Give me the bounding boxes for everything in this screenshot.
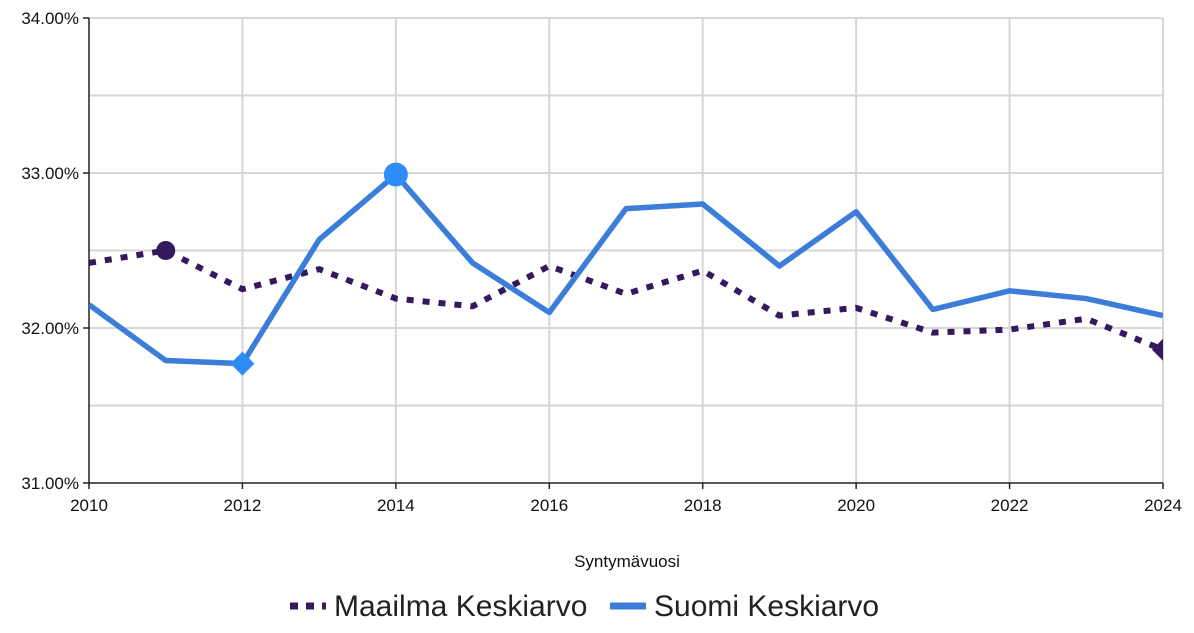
y-axis-ticks: 31.00% 32.00% 33.00% 34.00% — [21, 9, 79, 493]
x-tick-label: 2024 — [1144, 496, 1182, 515]
series-markers — [156, 162, 1163, 376]
legend-label: Maailma Keskiarvo — [334, 590, 587, 623]
data-point-marker — [156, 241, 176, 260]
legend-item: Suomi Keskiarvo — [610, 590, 879, 623]
x-tick-label: 2010 — [70, 496, 108, 515]
data-point-marker — [383, 162, 408, 187]
x-tick-label: 2020 — [837, 496, 875, 515]
x-tick-label: 2012 — [224, 496, 262, 515]
legend: Maailma Keskiarvo Suomi Keskiarvo — [290, 590, 879, 623]
data-point-marker — [230, 351, 255, 376]
axes — [83, 17, 1164, 489]
series-line-maailma-keskiarvo — [89, 247, 1163, 353]
legend-label: Suomi Keskiarvo — [654, 590, 879, 623]
x-tick-label: 2016 — [530, 496, 568, 515]
y-tick-label: 31.00% — [21, 474, 79, 493]
x-tick-label: 2014 — [377, 496, 415, 515]
series-line-suomi-keskiarvo — [89, 171, 1163, 367]
gridlines — [89, 17, 1164, 483]
y-tick-label: 33.00% — [21, 164, 79, 183]
x-tick-label: 2018 — [684, 496, 722, 515]
series-lines — [89, 171, 1163, 367]
y-tick-label: 32.00% — [21, 319, 79, 338]
x-axis-ticks: 2010 2012 2014 2016 2018 2020 2022 2024 — [70, 496, 1182, 515]
x-tick-label: 2022 — [991, 496, 1029, 515]
x-axis-title: Syntymävuosi — [574, 552, 680, 571]
data-point-marker — [1152, 338, 1163, 361]
legend-item: Maailma Keskiarvo — [290, 590, 587, 623]
y-tick-label: 34.00% — [21, 9, 79, 28]
